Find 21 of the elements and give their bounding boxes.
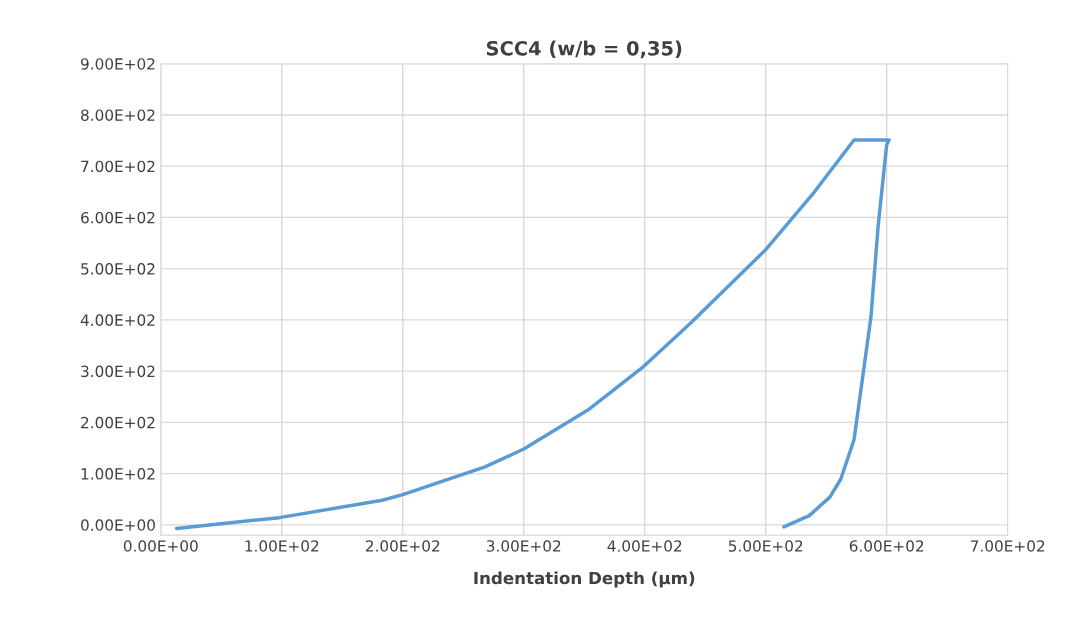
- x-tick-label: 3.00E+02: [486, 540, 561, 552]
- y-tick-label: 8.00E+02: [81, 109, 155, 121]
- y-tick-label: 5.00E+02: [81, 263, 155, 275]
- chart-title: SCC4 (w/b = 0,35): [486, 40, 682, 59]
- y-tick-label: 7.00E+02: [81, 160, 155, 173]
- y-tick-label: 2.00E+02: [81, 416, 155, 429]
- y-tick-label: 6.00E+02: [81, 211, 155, 224]
- y-tick-label: 4.00E+02: [80, 314, 155, 326]
- x-tick-label: 5.00E+02: [728, 540, 803, 552]
- y-tick-label: 3.00E+02: [81, 365, 155, 378]
- x-tick-label: 0.00E+00: [123, 540, 198, 552]
- x-axis-title: Indentation Depth (µm): [474, 571, 695, 588]
- y-tick-label: 9.00E+02: [80, 58, 155, 70]
- x-tick-label: 1.00E+02: [245, 540, 319, 552]
- x-tick-label: 7.00E+02: [970, 540, 1045, 552]
- x-tick-label: 6.00E+02: [849, 540, 924, 552]
- x-tick-label: 2.00E+02: [365, 540, 440, 552]
- line-series: [174, 138, 891, 531]
- x-tick-label: 4.00E+02: [607, 540, 682, 552]
- y-tick-label: 1.00E+02: [81, 468, 155, 480]
- y-tick-label: 0.00E+00: [81, 519, 155, 531]
